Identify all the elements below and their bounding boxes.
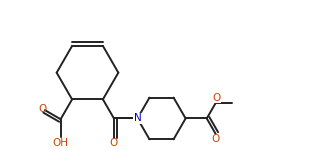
Text: O: O [211, 134, 220, 144]
Text: O: O [38, 104, 47, 114]
Text: O: O [212, 93, 221, 103]
Text: N: N [134, 113, 141, 123]
Text: OH: OH [53, 138, 69, 148]
Text: O: O [110, 138, 118, 148]
